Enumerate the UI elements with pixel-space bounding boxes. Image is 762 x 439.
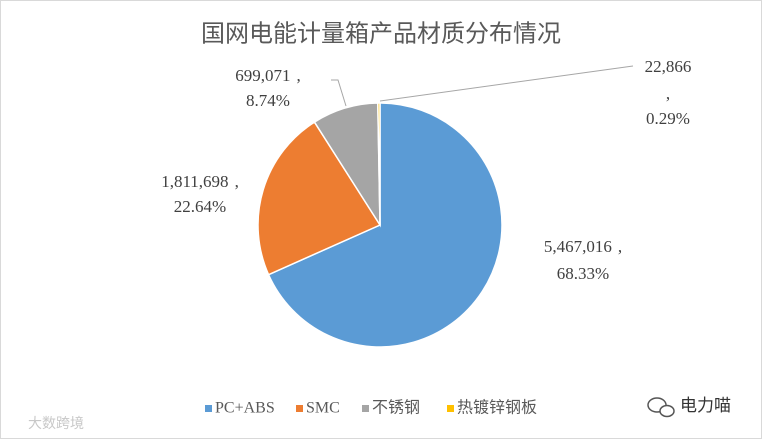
legend-label: PC+ABS <box>215 400 275 417</box>
data-label-percent: 0.29% <box>646 109 690 128</box>
data-label-separator: , <box>297 66 301 85</box>
legend-label: 不锈钢 <box>372 399 420 417</box>
data-label-percent: 8.74% <box>246 91 290 110</box>
legend-swatch <box>296 405 303 412</box>
wechat-icon <box>647 397 675 418</box>
leader-line <box>331 79 347 107</box>
data-label: 1,811,698, <box>161 172 239 191</box>
data-label: 699,071, <box>235 66 301 85</box>
data-label-value: 699,071 <box>235 66 290 85</box>
data-label-percent: 68.33% <box>557 264 609 283</box>
data-label-value: 5,467,016 <box>544 237 612 256</box>
legend-swatch <box>205 405 212 412</box>
legend-label: SMC <box>306 400 340 417</box>
data-label-value: 22,866 <box>645 57 692 76</box>
data-label-separator: , <box>666 84 670 103</box>
data-label-value: 1,811,698 <box>161 172 228 191</box>
leader-line <box>379 65 634 102</box>
legend-label: 热镀锌钢板 <box>457 399 537 417</box>
chart-title: 国网电能计量箱产品材质分布情况 <box>201 21 561 48</box>
data-label: 5,467,016, <box>544 237 622 256</box>
data-label-percent: 22.64% <box>174 197 226 216</box>
legend-swatch <box>447 405 454 412</box>
pie-slice <box>267 102 503 348</box>
legend-swatch <box>362 405 369 412</box>
watermark: 大数跨境 <box>28 416 84 432</box>
pie-slice <box>257 121 382 276</box>
data-label: 22,866 <box>645 57 692 76</box>
watermark: 电力喵 <box>680 396 731 416</box>
data-label-separator: , <box>618 237 622 256</box>
pie-slice <box>377 102 381 226</box>
data-label-separator: , <box>235 172 239 191</box>
